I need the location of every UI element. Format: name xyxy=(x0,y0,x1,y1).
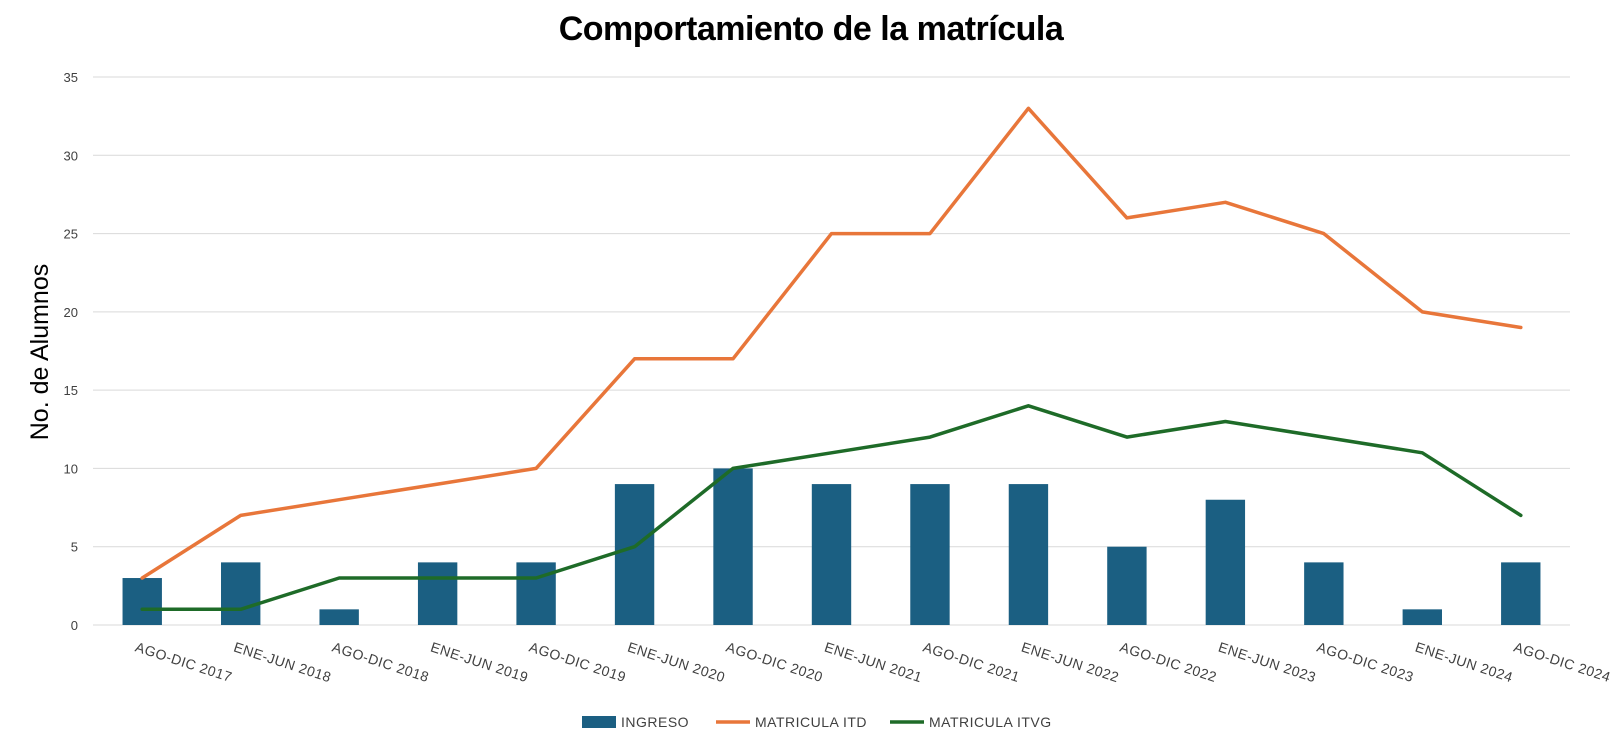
bar xyxy=(1304,562,1344,625)
x-tick-label: ENE-JUN 2022 xyxy=(1020,639,1122,686)
y-tick-label: 15 xyxy=(64,383,78,398)
y-tick-label: 20 xyxy=(64,305,78,320)
bar xyxy=(811,484,852,625)
bar xyxy=(221,562,261,625)
legend-label: INGRESO xyxy=(621,714,689,730)
x-tick-label: AGO-DIC 2023 xyxy=(1315,639,1416,685)
bar xyxy=(319,609,359,625)
x-tick-label: ENE-JUN 2020 xyxy=(626,639,728,686)
x-tick-label: ENE-JUN 2024 xyxy=(1413,639,1515,686)
line-series xyxy=(140,106,1523,612)
bar xyxy=(1107,546,1147,625)
bar xyxy=(417,562,458,625)
y-axis-label: No. de Alumnos xyxy=(26,264,54,441)
y-tick-label: 10 xyxy=(64,461,78,476)
bar xyxy=(614,484,655,625)
x-tick-label: AGO-DIC 2017 xyxy=(133,639,234,685)
line-series-path xyxy=(140,404,1523,612)
y-tick-label: 25 xyxy=(64,227,78,242)
x-tick-label: AGO-DIC 2021 xyxy=(921,639,1022,685)
bar xyxy=(516,562,556,625)
bar xyxy=(1402,609,1442,625)
bar xyxy=(910,484,950,625)
bar xyxy=(1501,562,1541,625)
chart-title: Comportamiento de la matrícula xyxy=(558,10,1064,48)
legend-label: MATRICULA ITD xyxy=(755,714,867,730)
y-axis-ticks: 0 5 10 15 20 25 30 35 xyxy=(64,70,78,633)
legend-label: MATRICULA ITVG xyxy=(929,714,1052,730)
y-tick-label: 30 xyxy=(64,148,78,163)
legend-swatch xyxy=(582,716,616,728)
x-tick-label: ENE-JUN 2018 xyxy=(232,639,334,686)
bar xyxy=(1205,499,1246,625)
line-series-path xyxy=(140,106,1523,580)
x-tick-label: AGO-DIC 2020 xyxy=(724,639,825,685)
bar xyxy=(1008,484,1049,625)
y-tick-label: 0 xyxy=(71,618,78,633)
x-tick-label: ENE-JUN 2021 xyxy=(823,639,925,686)
legend: INGRESO MATRICULA ITD MATRICULA ITVG xyxy=(582,714,1052,730)
x-tick-label: ENE-JUN 2023 xyxy=(1216,639,1318,686)
bar-series xyxy=(122,468,1541,625)
bar xyxy=(713,468,753,625)
x-tick-label: AGO-DIC 2024 xyxy=(1512,639,1613,685)
y-tick-label: 5 xyxy=(71,540,78,555)
y-tick-label: 35 xyxy=(64,70,78,85)
bar xyxy=(122,578,162,625)
x-tick-label: AGO-DIC 2019 xyxy=(527,639,628,685)
x-tick-label: AGO-DIC 2022 xyxy=(1118,639,1219,685)
x-tick-label: AGO-DIC 2018 xyxy=(330,639,431,685)
x-tick-label: ENE-JUN 2019 xyxy=(429,639,531,686)
